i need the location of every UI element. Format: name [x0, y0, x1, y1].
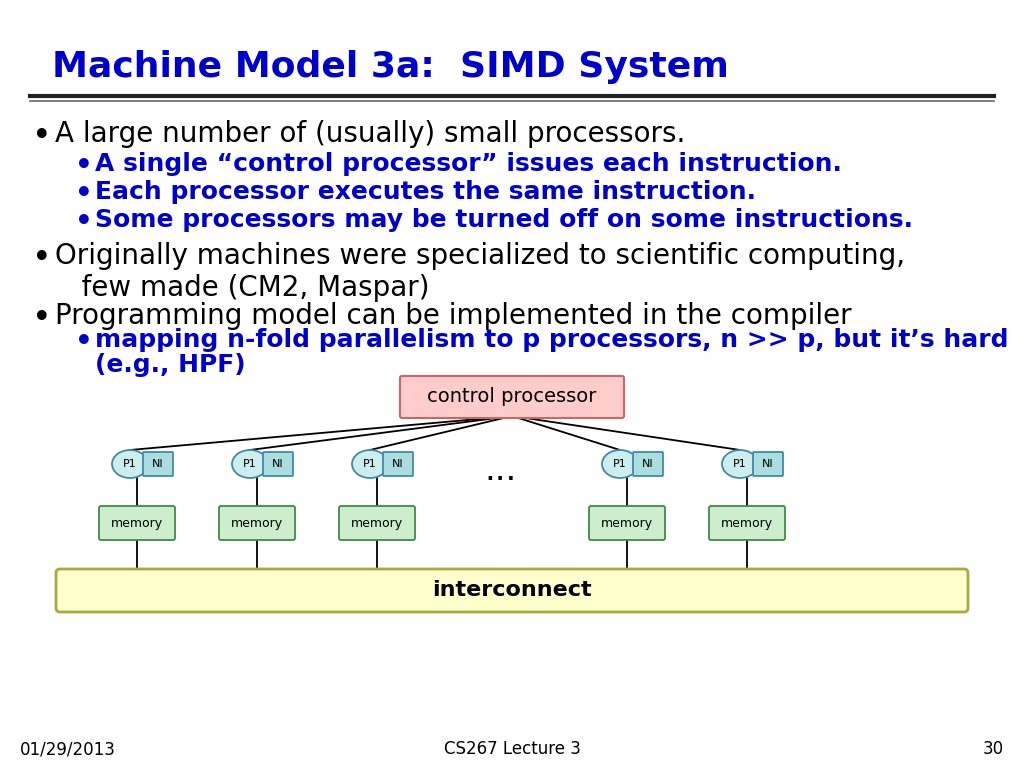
Text: A large number of (usually) small processors.: A large number of (usually) small proces…	[55, 120, 685, 148]
Text: NI: NI	[392, 459, 403, 469]
Text: Some processors may be turned off on some instructions.: Some processors may be turned off on som…	[95, 208, 913, 232]
FancyBboxPatch shape	[633, 452, 663, 476]
Text: •: •	[32, 242, 51, 275]
FancyBboxPatch shape	[400, 376, 624, 418]
Ellipse shape	[722, 450, 758, 478]
Text: 30: 30	[983, 740, 1004, 758]
Text: Programming model can be implemented in the compiler: Programming model can be implemented in …	[55, 302, 852, 330]
FancyBboxPatch shape	[709, 506, 785, 540]
FancyBboxPatch shape	[56, 569, 968, 612]
Text: memory: memory	[601, 517, 653, 529]
FancyBboxPatch shape	[383, 452, 413, 476]
Text: Machine Model 3a:  SIMD System: Machine Model 3a: SIMD System	[52, 50, 729, 84]
FancyBboxPatch shape	[263, 452, 293, 476]
FancyBboxPatch shape	[753, 452, 783, 476]
Text: NI: NI	[642, 459, 653, 469]
Text: P1: P1	[123, 459, 137, 469]
FancyBboxPatch shape	[589, 506, 665, 540]
Ellipse shape	[602, 450, 638, 478]
Text: P1: P1	[243, 459, 257, 469]
Text: Originally machines were specialized to scientific computing,
   few made (CM2, : Originally machines were specialized to …	[55, 242, 905, 303]
FancyBboxPatch shape	[99, 506, 175, 540]
Text: 01/29/2013: 01/29/2013	[20, 740, 116, 758]
Text: memory: memory	[231, 517, 283, 529]
Ellipse shape	[112, 450, 148, 478]
Text: mapping n-fold parallelism to p processors, n >> p, but it’s hard: mapping n-fold parallelism to p processo…	[95, 328, 1009, 352]
Text: •: •	[75, 328, 93, 356]
Text: Each processor executes the same instruction.: Each processor executes the same instruc…	[95, 180, 756, 204]
Text: memory: memory	[111, 517, 163, 529]
Text: •: •	[75, 152, 93, 180]
Ellipse shape	[352, 450, 388, 478]
Text: NI: NI	[762, 459, 774, 469]
Text: memory: memory	[351, 517, 403, 529]
Text: NI: NI	[272, 459, 284, 469]
FancyBboxPatch shape	[143, 452, 173, 476]
Text: •: •	[75, 208, 93, 236]
Text: P1: P1	[733, 459, 746, 469]
FancyBboxPatch shape	[339, 506, 415, 540]
Text: interconnect: interconnect	[432, 581, 592, 601]
Ellipse shape	[232, 450, 268, 478]
FancyBboxPatch shape	[219, 506, 295, 540]
Text: ...: ...	[484, 453, 516, 486]
Text: memory: memory	[721, 517, 773, 529]
Text: P1: P1	[613, 459, 627, 469]
Text: P1: P1	[364, 459, 377, 469]
Text: CS267 Lecture 3: CS267 Lecture 3	[443, 740, 581, 758]
Text: NI: NI	[153, 459, 164, 469]
Text: A single “control processor” issues each instruction.: A single “control processor” issues each…	[95, 152, 842, 176]
Text: (e.g., HPF): (e.g., HPF)	[95, 353, 246, 377]
Text: control processor: control processor	[427, 388, 597, 406]
Text: •: •	[32, 302, 51, 335]
Text: •: •	[75, 180, 93, 208]
Text: •: •	[32, 120, 51, 153]
